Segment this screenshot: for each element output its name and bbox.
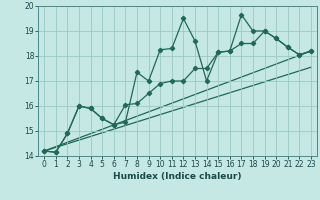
X-axis label: Humidex (Indice chaleur): Humidex (Indice chaleur): [113, 172, 242, 181]
